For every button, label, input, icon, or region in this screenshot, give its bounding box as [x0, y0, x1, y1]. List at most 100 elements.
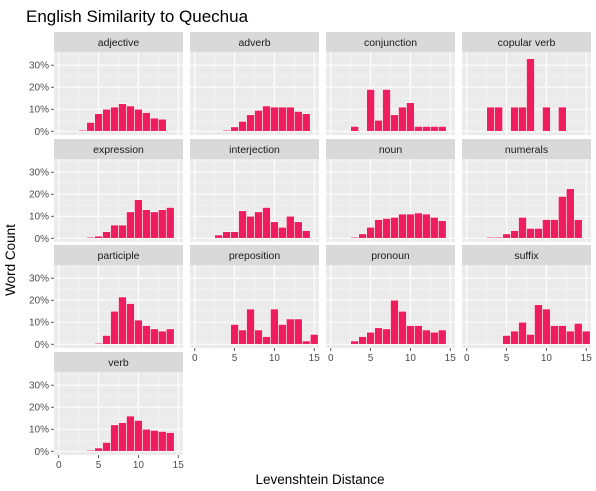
facet-pronoun: pronoun 0 5 10 15 — [326, 245, 456, 364]
bar-numerals-10 — [542, 219, 551, 239]
bar-conjunction-10 — [406, 102, 415, 132]
bar-adjective-5 — [94, 113, 103, 132]
bar-numerals-13 — [566, 188, 575, 239]
facet-strip — [54, 352, 183, 372]
bar-suffix-6 — [510, 330, 519, 345]
bar-suffix-13 — [566, 330, 575, 345]
bar-verb-14 — [165, 432, 175, 452]
bar-expression-8 — [118, 224, 127, 239]
bar-verb-8 — [118, 422, 127, 452]
facet-expression: expression 0% 10% 20% 30% — [29, 139, 183, 245]
facet-strip — [54, 139, 183, 159]
facet-strip — [462, 139, 591, 159]
bar-noun-8 — [390, 217, 399, 239]
y-tick-label: 0% — [35, 127, 50, 138]
bar-adverb-6 — [238, 121, 247, 132]
x-tick-label: 0 — [192, 353, 198, 364]
bar-conjunction-14 — [437, 126, 447, 132]
bar-pronoun-9 — [398, 310, 407, 345]
bar-noun-13 — [430, 217, 439, 239]
bar-expression-7 — [110, 224, 119, 239]
bar-interjection-10 — [270, 221, 279, 239]
bar-copular-verb-10 — [542, 106, 551, 132]
bar-participle-11 — [142, 325, 151, 345]
bar-noun-5 — [366, 226, 375, 239]
bar-pronoun-14 — [437, 329, 447, 345]
facet-strip — [54, 245, 183, 265]
bar-suffix-10 — [542, 308, 551, 345]
bar-conjunction-12 — [422, 126, 431, 132]
bar-conjunction-6 — [374, 119, 383, 132]
bar-expression-5 — [94, 235, 103, 239]
bar-pronoun-7 — [382, 328, 391, 345]
bar-pronoun-13 — [430, 331, 439, 345]
bar-conjunction-3 — [350, 126, 359, 132]
x-tick-label: 15 — [309, 353, 321, 364]
x-tick-label: 0 — [328, 353, 334, 364]
bar-copular-verb-7 — [518, 106, 527, 132]
y-tick-label: 30% — [29, 168, 49, 179]
bar-interjection-4 — [222, 231, 231, 239]
bar-interjection-9 — [262, 207, 271, 239]
bar-copular-verb-12 — [558, 106, 567, 132]
bar-preposition-7 — [246, 308, 255, 345]
bar-verb-11 — [142, 428, 151, 452]
bar-numerals-9 — [534, 228, 543, 239]
bar-numerals-4 — [494, 236, 503, 239]
x-tick-label: 0 — [56, 460, 62, 471]
bar-conjunction-13 — [430, 126, 439, 132]
y-tick-label: 10% — [29, 318, 49, 329]
bar-noun-3 — [350, 236, 359, 239]
bar-adjective-4 — [86, 122, 95, 132]
bar-numerals-6 — [510, 230, 519, 239]
bar-participle-10 — [134, 319, 143, 345]
y-tick-label: 0% — [35, 234, 50, 245]
bar-verb-4 — [86, 449, 95, 452]
bar-interjection-12 — [286, 215, 295, 239]
facet-strip — [54, 32, 183, 52]
bar-verb-12 — [150, 430, 159, 452]
facet-panels: adjective 0% 10% 20% 30% adverb conjunction cop… — [29, 32, 592, 471]
x-axis-label: Levenshtein Distance — [255, 472, 384, 487]
bar-numerals-8 — [526, 228, 535, 239]
facet-verb: verb 0% 10% 20% 30% 0 5 10 15 — [29, 352, 184, 471]
bar-expression-11 — [142, 209, 151, 239]
y-tick-label: 20% — [29, 403, 49, 414]
bar-adverb-9 — [262, 105, 271, 132]
x-tick-label: 10 — [133, 460, 145, 471]
bar-participle-8 — [118, 296, 127, 345]
y-tick-label: 10% — [29, 212, 49, 223]
x-tick-label: 5 — [96, 460, 102, 471]
bar-adverb-13 — [294, 111, 303, 132]
bar-adverb-8 — [254, 110, 263, 132]
facet-strip-label: suffix — [514, 250, 539, 262]
facet-strip-label: expression — [93, 144, 144, 156]
bar-suffix-5 — [502, 335, 511, 345]
bar-expression-13 — [158, 209, 167, 239]
facet-strip — [326, 245, 455, 265]
bar-adjective-12 — [150, 117, 159, 132]
bar-suffix-11 — [550, 325, 559, 345]
bar-suffix-14 — [573, 323, 583, 345]
facet-strip-label: copular verb — [498, 37, 556, 49]
facet-strip-label: pronoun — [371, 250, 410, 262]
facet-strip-label: interjection — [229, 144, 280, 156]
bar-verb-9 — [126, 415, 135, 452]
y-tick-label: 30% — [29, 61, 49, 72]
y-tick-label: 30% — [29, 381, 49, 392]
bar-interjection-7 — [246, 215, 255, 239]
facet-strip — [190, 139, 319, 159]
bar-noun-14 — [437, 220, 447, 239]
bar-expression-14 — [165, 207, 175, 239]
bar-noun-10 — [406, 213, 415, 239]
bar-adverb-10 — [270, 106, 279, 132]
bar-noun-6 — [374, 219, 383, 239]
bar-participle-7 — [110, 310, 119, 345]
facet-strip-label: noun — [379, 144, 403, 156]
facet-strip — [190, 32, 319, 52]
bar-adverb-14 — [301, 113, 311, 132]
bar-adjective-3 — [78, 129, 87, 132]
facet-strip — [326, 139, 455, 159]
bar-preposition-12 — [286, 318, 295, 345]
bar-adverb-4 — [222, 129, 231, 132]
